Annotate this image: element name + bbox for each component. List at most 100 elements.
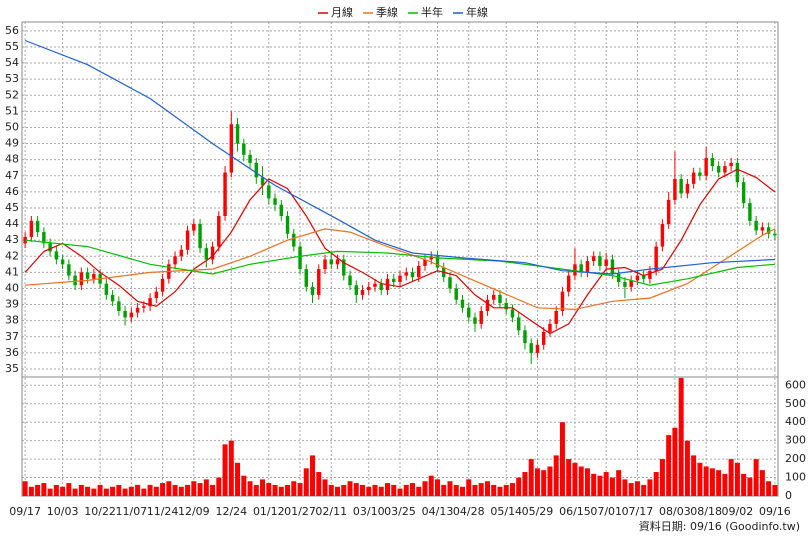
volume-bar xyxy=(360,484,366,496)
volume-bar xyxy=(728,459,734,496)
volume-bar xyxy=(659,459,665,496)
candle-body xyxy=(242,143,246,155)
volume-bar xyxy=(122,488,128,496)
candle-body xyxy=(129,312,134,318)
x-tick-label: 01/12 xyxy=(253,505,285,518)
y-tick-label: 44 xyxy=(5,217,19,230)
legend-label: 季線 xyxy=(376,5,398,19)
volume-tick-label: 600 xyxy=(785,378,806,391)
volume-bar xyxy=(709,468,715,496)
legend-label: 月線 xyxy=(331,5,353,19)
volume-bar xyxy=(66,483,72,496)
candle-body xyxy=(285,216,290,234)
candle-body xyxy=(73,275,77,286)
candle-body xyxy=(754,220,758,231)
candle-body xyxy=(635,275,640,281)
candle-body xyxy=(392,278,396,283)
volume-bar xyxy=(366,486,372,496)
volume-bar xyxy=(372,484,378,496)
volume-bar xyxy=(622,479,628,496)
candle-body xyxy=(29,220,34,237)
x-tick-label: 09/17 xyxy=(9,505,41,518)
volume-bar xyxy=(553,455,559,496)
volume-bar xyxy=(385,483,391,496)
volume-bar xyxy=(185,484,191,496)
candle-body xyxy=(492,294,496,300)
volume-bar xyxy=(634,481,640,496)
candle-body xyxy=(523,330,527,344)
candle-body xyxy=(48,243,52,252)
volume-bar xyxy=(509,483,515,496)
candle-body xyxy=(516,317,521,331)
volume-bar xyxy=(684,440,690,496)
candle-body xyxy=(423,259,427,266)
y-tick-label: 38 xyxy=(5,314,19,327)
candle-body xyxy=(529,343,533,353)
candle-body xyxy=(741,182,746,204)
moving-average-line xyxy=(24,168,776,335)
volume-bar xyxy=(266,483,272,496)
volume-bar xyxy=(135,484,141,496)
volume-bar xyxy=(110,486,116,496)
volume-bar xyxy=(422,481,428,496)
candle-body xyxy=(217,216,221,247)
candle-body xyxy=(729,162,733,167)
candle-body xyxy=(248,154,252,163)
candle-body xyxy=(473,317,477,324)
volume-bar xyxy=(191,481,197,496)
volume-bar xyxy=(503,484,509,496)
volume-bar xyxy=(178,486,184,496)
volume-bar xyxy=(697,462,703,496)
volume-bar xyxy=(472,484,478,496)
candle-body xyxy=(760,227,765,231)
candle-body xyxy=(504,302,508,310)
volume-bar xyxy=(53,484,59,496)
x-tick-label: 03/10 xyxy=(353,505,385,518)
volume-bar xyxy=(678,377,684,496)
volume-bar xyxy=(491,484,497,496)
candle-body xyxy=(585,261,590,273)
candle-body xyxy=(554,310,558,324)
moving-average-line xyxy=(24,39,775,275)
candle-body xyxy=(223,172,227,217)
moving-average-line xyxy=(25,239,775,286)
y-tick-label: 54 xyxy=(5,56,19,69)
candle-body xyxy=(254,162,259,178)
candle-body xyxy=(641,275,646,279)
candle-body xyxy=(379,283,383,291)
volume-bar xyxy=(222,444,228,496)
volume-bar xyxy=(466,479,472,496)
candle-body xyxy=(267,185,271,199)
x-tick-label: 11/24 xyxy=(147,505,179,518)
y-tick-label: 41 xyxy=(5,265,19,278)
volume-bar xyxy=(572,462,578,496)
x-tick-label: 08/03 xyxy=(659,505,691,518)
volume-bar xyxy=(272,484,278,496)
candle-body xyxy=(160,278,165,292)
volume-bar xyxy=(335,486,341,496)
volume-tick-label: 400 xyxy=(785,415,806,428)
x-tick-label: 05/29 xyxy=(522,505,554,518)
volume-bar xyxy=(22,481,28,496)
candle-body xyxy=(235,124,240,144)
legend-label: 年線 xyxy=(466,5,488,19)
candle-body xyxy=(154,291,159,299)
volume-bar xyxy=(241,475,247,496)
volume-bar xyxy=(616,470,622,496)
candle-body xyxy=(192,224,196,231)
x-tick-label: 09/02 xyxy=(722,505,754,518)
candle-body xyxy=(573,264,577,276)
volume-tick-label: 500 xyxy=(785,397,806,410)
volume-bar xyxy=(153,486,159,496)
candle-body xyxy=(310,286,315,295)
y-tick-label: 40 xyxy=(5,281,19,294)
volume-bar xyxy=(672,427,678,496)
volume-bar xyxy=(628,483,634,496)
volume-bar xyxy=(403,484,409,496)
volume-bar xyxy=(103,488,109,496)
volume-tick-label: 300 xyxy=(785,434,806,447)
candle-body xyxy=(666,199,671,225)
legend-label: 半年 xyxy=(421,5,443,19)
volume-bar xyxy=(97,484,103,496)
candle-body xyxy=(566,275,571,292)
